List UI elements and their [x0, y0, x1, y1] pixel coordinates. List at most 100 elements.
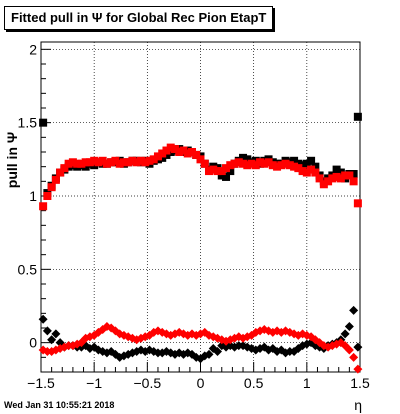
data-point	[302, 159, 311, 168]
y-tick-label: 0	[29, 335, 37, 351]
data-point	[107, 158, 116, 167]
data-point	[209, 165, 218, 174]
data-point	[85, 158, 94, 167]
y-tick-label: 0.5	[18, 261, 38, 277]
data-point	[281, 159, 290, 168]
y-tick-label: 1	[29, 188, 37, 204]
data-points	[38, 112, 363, 374]
data-point	[217, 167, 226, 176]
data-point	[42, 326, 52, 336]
series-3	[38, 322, 363, 374]
data-point	[260, 159, 269, 168]
data-point	[239, 153, 248, 162]
data-point	[353, 342, 363, 352]
data-point	[119, 158, 128, 167]
data-point	[170, 145, 179, 154]
data-point	[51, 329, 61, 339]
data-point	[344, 322, 354, 332]
data-point	[294, 164, 303, 173]
data-point	[187, 148, 196, 156]
data-point	[353, 364, 363, 374]
data-point	[132, 158, 141, 167]
data-point	[136, 156, 145, 165]
data-point	[353, 199, 362, 208]
data-point	[247, 330, 257, 340]
data-point	[77, 159, 86, 168]
x-tick-label: 0.5	[244, 375, 264, 391]
data-point	[149, 155, 158, 164]
x-tick-label: 0	[197, 375, 205, 391]
data-point	[243, 161, 252, 170]
data-point	[336, 174, 345, 183]
data-point	[153, 152, 162, 161]
x-tick-label: −0.5	[134, 375, 162, 391]
data-point	[39, 202, 48, 211]
data-point	[60, 164, 69, 173]
data-point	[38, 314, 48, 324]
data-point	[47, 335, 57, 345]
data-point	[162, 150, 171, 159]
data-point	[90, 161, 99, 170]
data-point	[234, 158, 243, 167]
data-point	[349, 170, 358, 178]
y-tick-label: 1.5	[18, 115, 38, 131]
data-point	[51, 175, 60, 184]
data-point	[68, 158, 77, 167]
series-1	[39, 143, 362, 211]
data-point	[115, 159, 124, 168]
data-point	[145, 156, 154, 165]
data-point	[204, 349, 214, 359]
data-point	[349, 305, 359, 315]
data-point	[336, 168, 345, 177]
data-point	[251, 156, 260, 165]
data-point	[166, 143, 175, 152]
data-point	[128, 156, 137, 165]
chart-title: Fitted pull in Ψ for Global Rec Pion Eta…	[4, 6, 274, 30]
data-point	[213, 167, 222, 176]
data-point	[94, 158, 103, 167]
data-point	[311, 162, 320, 171]
data-point	[141, 158, 150, 167]
data-point	[226, 161, 235, 170]
data-point	[307, 156, 316, 165]
x-tick-label: 1	[303, 375, 311, 391]
data-point	[328, 174, 337, 183]
data-point	[200, 159, 209, 168]
data-point	[213, 346, 223, 356]
data-point	[340, 329, 350, 339]
data-point	[158, 149, 167, 158]
data-point	[102, 159, 111, 168]
data-point	[43, 192, 52, 200]
data-point	[162, 146, 171, 155]
data-point	[294, 159, 303, 168]
data-point	[298, 161, 307, 170]
data-point	[98, 156, 107, 165]
x-tick-label: −1.5	[27, 375, 55, 391]
data-point	[196, 155, 205, 164]
data-point	[277, 161, 286, 170]
x-axis-label: η	[354, 397, 362, 413]
data-point	[341, 171, 350, 180]
data-point	[256, 158, 265, 167]
data-point	[290, 156, 299, 165]
data-point	[311, 168, 320, 177]
data-point	[268, 161, 277, 170]
data-point	[290, 162, 299, 171]
data-point	[302, 168, 311, 177]
data-point	[349, 177, 358, 186]
data-point	[179, 146, 188, 155]
data-point	[298, 167, 307, 176]
data-point	[239, 159, 248, 168]
data-point	[315, 174, 324, 183]
y-axis-label: pull in Ψ	[2, 100, 22, 220]
data-point	[319, 180, 328, 189]
y-tick-label: 2	[29, 41, 37, 57]
data-point	[81, 162, 90, 171]
data-point	[64, 159, 73, 168]
data-point	[124, 158, 133, 167]
data-point	[243, 155, 252, 164]
data-point	[251, 161, 260, 170]
data-point	[39, 118, 48, 127]
datestamp: Wed Jan 31 10:55:21 2018	[4, 400, 115, 410]
